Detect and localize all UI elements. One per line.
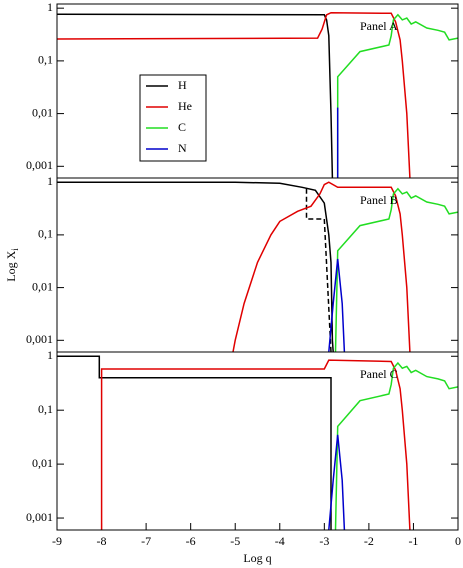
panel-label: Panel B xyxy=(360,193,398,207)
plot xyxy=(57,355,458,530)
x-tick-label: -9 xyxy=(52,534,62,548)
legend-label: N xyxy=(178,141,187,155)
x-tick-label: 0 xyxy=(455,534,461,548)
line xyxy=(100,359,411,530)
panel-label: Panel A xyxy=(360,19,398,33)
legend-label: H xyxy=(178,78,187,92)
line xyxy=(232,181,411,352)
y-tick-label: 1 xyxy=(47,348,53,362)
y-tick-label: 0,01 xyxy=(32,105,53,119)
line xyxy=(328,258,346,352)
y-tick-label: 0,01 xyxy=(32,279,53,293)
line xyxy=(57,13,334,178)
y-axis-label-main: Log X xyxy=(4,250,18,281)
y-tick-label: 0,1 xyxy=(38,402,53,416)
x-tick-label: -6 xyxy=(186,534,196,548)
frame xyxy=(56,351,459,531)
y-tick-label: 0,1 xyxy=(38,53,53,67)
line xyxy=(336,13,458,178)
line xyxy=(57,355,332,530)
x-tick-label: -2 xyxy=(364,534,374,548)
y-tick-label: 0,01 xyxy=(32,456,53,470)
line xyxy=(305,188,332,352)
y-tick-label: 0,1 xyxy=(38,227,53,241)
y-tick-label: 0,001 xyxy=(26,510,53,524)
legend-label: He xyxy=(178,99,192,113)
x-tick-label: -7 xyxy=(141,534,151,548)
y-axis-label: Log Xi xyxy=(4,248,20,282)
line xyxy=(57,181,334,352)
line xyxy=(334,361,458,530)
legend-box xyxy=(139,74,207,162)
y-tick-label: 1 xyxy=(47,0,53,14)
x-tick-label: -5 xyxy=(230,534,240,548)
y-tick-label: 0,001 xyxy=(26,332,53,346)
y-axis-label-sub: i xyxy=(10,248,20,251)
x-tick-label: -3 xyxy=(319,534,329,548)
x-tick-label: -1 xyxy=(408,534,418,548)
line xyxy=(334,187,458,352)
x-tick-label: -4 xyxy=(275,534,285,548)
plot xyxy=(57,181,458,352)
plot xyxy=(57,11,458,178)
line xyxy=(57,11,411,178)
x-tick-label: -8 xyxy=(97,534,107,548)
x-axis-label: Log q xyxy=(243,551,271,565)
y-tick-label: 0,001 xyxy=(26,158,53,172)
panel-label: Panel C xyxy=(360,367,398,381)
y-tick-label: 1 xyxy=(47,174,53,188)
line xyxy=(328,434,346,530)
legend-label: C xyxy=(178,120,186,134)
